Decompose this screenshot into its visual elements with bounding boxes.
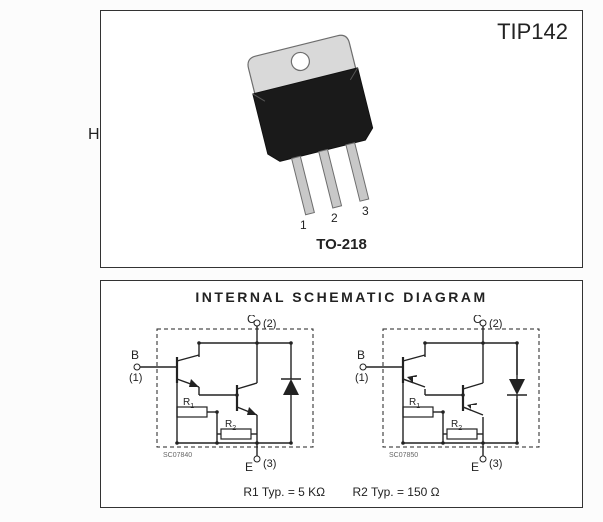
right-b-pin: (1)	[355, 372, 368, 384]
left-e-label: E	[245, 460, 253, 473]
right-e-label: E	[471, 460, 479, 473]
left-e-pin: (3)	[263, 458, 276, 470]
svg-text:R1: R1	[409, 397, 420, 410]
right-e-pin: (3)	[489, 458, 502, 470]
r2-value: R2 Typ. = 150 Ω	[353, 485, 440, 499]
left-code: SC07840	[163, 452, 192, 459]
right-c-label: C	[473, 315, 482, 326]
schematic-panel: INTERNAL SCHEMATIC DIAGRAM	[100, 280, 583, 508]
package-drawing: 1 2 3	[231, 29, 441, 239]
left-b-label: B	[131, 348, 139, 362]
package-panel: TIP142 TO-218 1 2 3	[100, 10, 583, 268]
schematic-body: B (1) C (2) E (3) R1 R2 SC07840	[123, 315, 560, 473]
r1-value: R1 Typ. = 5 KΩ	[243, 485, 325, 499]
pin-3-label: 3	[362, 204, 369, 218]
svg-text:R2: R2	[225, 419, 236, 432]
svg-text:R1: R1	[183, 397, 194, 410]
pin-1-label: 1	[300, 218, 307, 232]
left-b-pin: (1)	[129, 372, 142, 384]
left-c-label: C	[247, 315, 256, 326]
part-number: TIP142	[497, 19, 568, 45]
right-c-pin: (2)	[489, 318, 502, 330]
svg-text:R2: R2	[451, 419, 462, 432]
right-b-label: B	[357, 348, 365, 362]
left-c-pin: (2)	[263, 318, 276, 330]
schematic-title: INTERNAL SCHEMATIC DIAGRAM	[101, 289, 582, 305]
right-code: SC07850	[389, 452, 418, 459]
pin-2-label: 2	[331, 211, 338, 225]
schematic-svg: B (1) C (2) E (3) R1 R2 SC07840	[123, 315, 563, 473]
resistor-values: R1 Typ. = 5 KΩ R2 Typ. = 150 Ω	[101, 485, 582, 499]
